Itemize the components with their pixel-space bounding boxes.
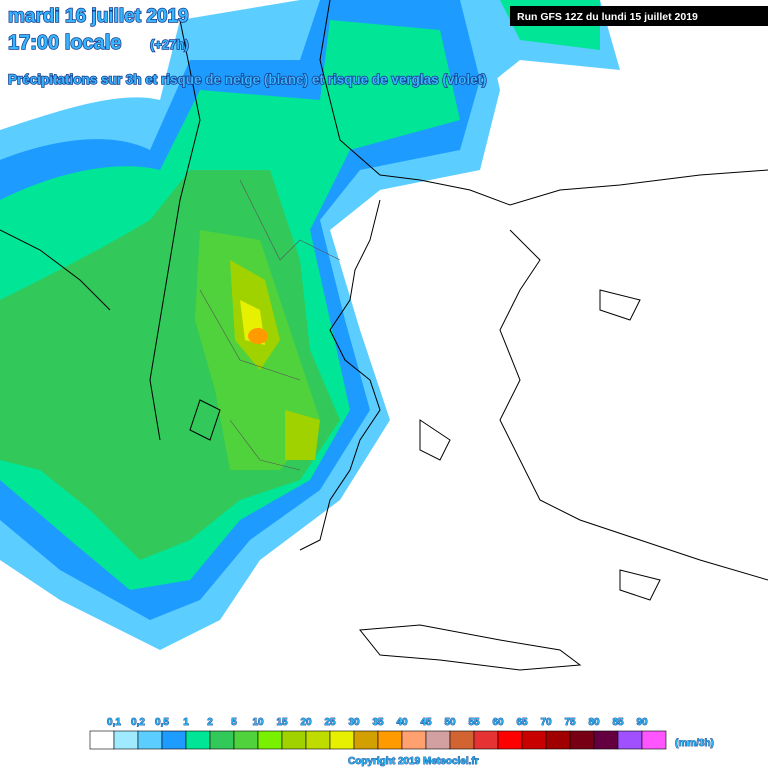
legend-label: 80 [588,717,600,728]
legend-swatch [353,730,379,750]
legend-swatch [593,730,619,750]
legend-label: 35 [372,717,384,728]
legend-swatch [185,730,211,750]
legend-label: 40 [396,717,408,728]
legend-swatch [329,730,355,750]
legend-label: 2 [207,717,213,728]
borders [199,179,341,471]
legend-swatch [641,730,667,750]
legend-swatch [545,730,571,750]
legend-label: 10 [252,717,264,728]
legend-swatch [233,730,259,750]
legend-swatch [113,730,139,750]
legend-label: 0,5 [155,717,169,728]
legend-unit: (mm/3h) [675,738,714,749]
run-box [510,6,768,26]
legend-label: 90 [636,717,648,728]
legend-label: 55 [468,717,480,728]
legend-swatch [377,730,403,750]
precip-field [0,0,620,650]
legend-label: 15 [276,717,288,728]
legend-label: 75 [564,717,576,728]
legend-label: 0,1 [107,717,121,728]
legend-label: 25 [324,717,336,728]
legend-swatch [401,730,427,750]
legend-swatch [569,730,595,750]
legend-swatch [281,730,307,750]
legend-swatch [305,730,331,750]
legend-swatch [449,730,475,750]
legend-label: 50 [444,717,456,728]
legend-swatch [497,730,523,750]
legend-label: 0,2 [131,717,145,728]
legend-swatch [473,730,499,750]
legend-swatch [137,730,163,750]
legend-swatch [209,730,235,750]
subtitle: Précipitations sur 3h et risque de neige… [8,72,487,87]
legend-label: 1 [183,717,189,728]
copyright: Copyright 2019 Meteociel.fr [348,756,479,767]
legend-label: 60 [492,717,504,728]
legend-label: 45 [420,717,432,728]
legend-swatch [161,730,187,750]
legend-label: 20 [300,717,312,728]
legend-label: 70 [540,717,552,728]
legend-swatch [521,730,547,750]
legend-label: 5 [231,717,237,728]
legend-swatch [257,730,283,750]
coastlines [0,0,768,671]
legend: 0,1 0,2 0,5 1 2 5 10 15 20 25 30 35 40 45 50 55 60 65 70 75… [89,717,667,750]
legend-label: 85 [612,717,624,728]
legend-label: 30 [348,717,360,728]
legend-swatch [89,730,115,750]
run-label: Run GFS 12Z du lundi 15 juillet 2019 [517,11,698,23]
legend-swatch [617,730,643,750]
lead-time: (+27h) [150,37,189,52]
time-title: 17:00 locale [8,32,121,54]
legend-swatch [425,730,451,750]
date-title: mardi 16 juillet 2019 [8,6,189,27]
legend-label: 65 [516,717,528,728]
